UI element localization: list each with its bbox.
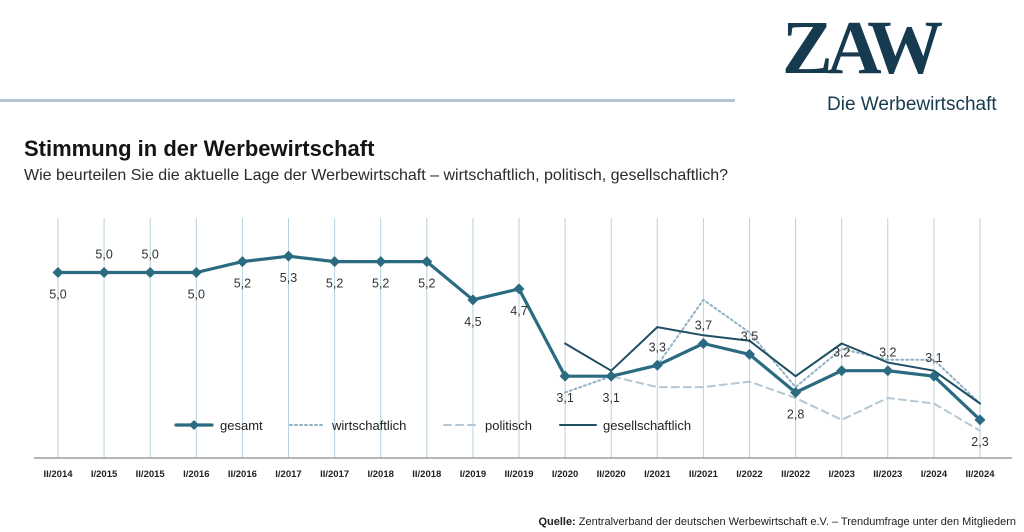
source-label: Quelle: [538,516,576,528]
data-point-marker [651,359,663,371]
data-point-marker [144,267,156,279]
data-label: 3,5 [741,329,758,343]
x-tick-label: I/2018 [367,469,393,480]
x-tick-label: II/2015 [136,469,166,480]
x-tick-label: I/2020 [552,469,578,480]
legend-label-wirtschaftlich: wirtschaftlich [331,418,406,433]
data-point-marker [467,294,479,306]
x-tick-label: II/2017 [320,469,349,480]
data-label: 5,0 [188,288,205,302]
data-label: 3,1 [925,351,942,365]
legend-label-politisch: politisch [485,418,532,433]
legend-label-gesamt: gesamt [220,418,263,433]
x-tick-label: I/2017 [275,469,301,480]
line-chart: II/2014 I/2015 II/2015 I/2016 II/2016 I/2017 I… [34,218,1012,480]
x-tick-label: I/2016 [183,469,209,480]
x-tick-label: I/2024 [921,469,948,480]
data-label: 5,3 [280,271,297,285]
source-text: Zentralverband der deutschen Werbewirtsc… [578,516,1016,528]
zaw-logo: ZAW Die Werbewirtschaft [782,10,1012,120]
data-label: 4,5 [464,315,481,329]
logo-subtitle: Die Werbewirtschaft [827,94,997,115]
x-tick-label: II/2024 [965,469,995,480]
logo-wordmark: ZAW [782,6,943,90]
data-label: 3,3 [649,340,666,354]
data-label: 3,2 [879,346,896,360]
data-label: 2,8 [787,408,804,422]
data-label: 3,1 [603,391,620,405]
data-label: 5,2 [418,277,435,291]
x-tick-label: I/2019 [460,469,486,480]
data-label: 5,2 [372,277,389,291]
x-tick-label: I/2023 [828,469,854,480]
data-point-marker [605,370,617,382]
data-point-marker [52,267,64,279]
data-point-marker [559,370,571,382]
data-point-marker [98,267,110,279]
data-label: 3,7 [695,318,712,332]
data-point-marker [697,337,709,349]
data-label: 5,0 [142,248,159,262]
x-tick-label: II/2020 [597,469,626,480]
data-point-marker [190,267,202,279]
data-label: 2,3 [971,435,988,449]
data-point-marker [836,365,848,377]
data-point-marker [283,250,294,262]
x-tick-label: I/2021 [644,469,671,480]
data-label: 5,2 [234,277,251,291]
data-point-marker [513,283,525,295]
legend-label-gesellschaftlich: gesellschaftlich [603,418,691,433]
data-label: 5,2 [326,277,343,291]
data-point-marker [790,387,802,399]
data-point-marker [882,365,894,377]
source-note: Quelle: Zentralverband der deutschen Wer… [538,516,1016,528]
data-label: 4,7 [510,304,527,318]
series-line-wirtschaftlich [564,298,981,405]
data-point-marker [375,256,387,268]
x-tick-label: II/2016 [228,469,257,480]
chart-title: Stimmung in der Werbewirtschaft [24,136,375,161]
x-tick-label: II/2022 [781,469,810,480]
data-point-marker [421,256,433,268]
data-point-marker [236,256,248,268]
x-tick-label: II/2021 [689,469,719,480]
data-point-marker [329,256,341,268]
x-tick-label: II/2023 [873,469,902,480]
header-divider [0,99,735,102]
data-label: 3,2 [833,346,850,360]
chart-subtitle: Wie beurteilen Sie die aktuelle Lage der… [24,167,729,184]
x-tick-label: II/2019 [504,469,533,480]
x-tick-label: II/2018 [412,469,441,480]
x-tick-label: I/2015 [91,469,118,480]
x-tick-label: I/2022 [736,469,762,480]
data-point-marker [928,370,940,382]
legend-marker-gesamt [189,420,199,430]
data-point-marker [974,414,986,426]
series-line-gesellschaftlich [564,326,981,405]
data-label: 5,0 [49,288,66,302]
data-label: 5,0 [95,248,112,262]
data-point-marker [744,348,755,360]
x-tick-label: II/2014 [43,469,73,480]
data-label: 3,1 [556,391,573,405]
series-line-politisch [564,375,981,432]
